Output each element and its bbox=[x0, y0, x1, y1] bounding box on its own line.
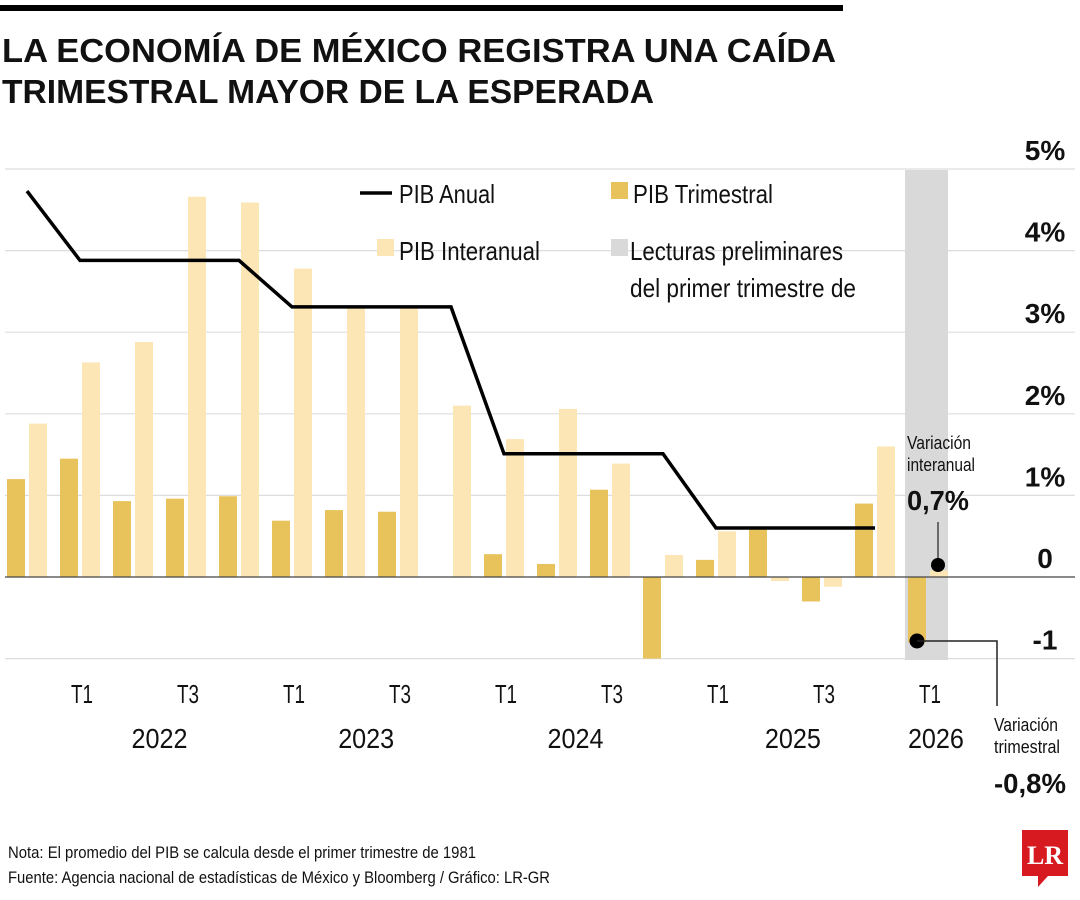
bar-pib-interanual bbox=[877, 446, 895, 577]
bar-pib-interanual bbox=[241, 202, 259, 577]
x-year-label: 2023 bbox=[338, 723, 394, 754]
annotation-interanual-label-2: interanual bbox=[907, 455, 975, 475]
annotation-trimestral-label-1: Variación bbox=[994, 715, 1058, 735]
bar-pib-interanual bbox=[718, 531, 736, 577]
bar-pib-trimestral bbox=[113, 501, 131, 577]
bar-pib-interanual bbox=[453, 405, 471, 577]
annotation-trimestral-label-2: trimestral bbox=[994, 737, 1060, 757]
pib-anual-line bbox=[25, 189, 875, 530]
bar-pib-trimestral bbox=[325, 510, 343, 577]
x-year-label: 2026 bbox=[908, 723, 964, 754]
annotation-trimestral-value: -0,8% bbox=[994, 768, 1066, 799]
bar-pib-trimestral bbox=[908, 577, 926, 643]
bar-pib-trimestral bbox=[802, 577, 820, 602]
bar-pib-interanual bbox=[665, 554, 683, 577]
y-tick-label: 5% bbox=[1025, 135, 1066, 166]
bar-pib-interanual bbox=[400, 308, 418, 577]
bar-pib-interanual bbox=[135, 341, 153, 577]
bar-pib-trimestral bbox=[590, 489, 608, 577]
top-rule bbox=[0, 5, 843, 11]
y-tick-label: 2% bbox=[1025, 380, 1066, 411]
bar-pib-trimestral bbox=[219, 496, 237, 577]
bar-pib-trimestral bbox=[855, 503, 873, 577]
x-tick-label: T1 bbox=[707, 679, 729, 709]
y-tick-label: 0 bbox=[1037, 543, 1053, 574]
legend-interanual-label: PIB Interanual bbox=[399, 236, 540, 266]
bar-pib-trimestral bbox=[484, 554, 502, 577]
x-tick-label: T1 bbox=[495, 679, 517, 709]
x-year-label: 2024 bbox=[548, 723, 604, 754]
x-tick-label: T3 bbox=[177, 679, 199, 709]
x-axis: T1 T3 T1 T3 T1 T3 T1 T3 T1 2022 2023 2024 2025 2026 bbox=[71, 679, 964, 754]
bar-pib-trimestral bbox=[749, 528, 767, 577]
x-tick-label: T3 bbox=[601, 679, 623, 709]
bar-pib-interanual bbox=[347, 308, 365, 577]
note-text: Nota: El promedio del PIB se calcula des… bbox=[8, 843, 476, 862]
title-line-1: LA ECONOMÍA DE MÉXICO REGISTRA UNA CAÍDA bbox=[2, 32, 836, 69]
bar-pib-interanual bbox=[506, 439, 524, 577]
x-tick-label: T1 bbox=[283, 679, 305, 709]
x-year-label: 2022 bbox=[132, 723, 188, 754]
bar-pib-trimestral bbox=[537, 563, 555, 577]
bar-pib-interanual bbox=[82, 362, 100, 577]
legend-interanual-swatch bbox=[377, 239, 394, 256]
grid bbox=[5, 168, 1075, 660]
annotation-interanual-value: 0,7% bbox=[907, 485, 969, 516]
x-tick-label: T3 bbox=[813, 679, 835, 709]
lr-logo: LR bbox=[1022, 830, 1068, 887]
bar-pib-interanual bbox=[930, 570, 948, 577]
legend-trimestral-swatch bbox=[611, 182, 628, 199]
bar-pib-interanual bbox=[612, 463, 630, 577]
bar-pib-trimestral bbox=[272, 520, 290, 577]
annotation-interanual-dot bbox=[931, 558, 945, 572]
bar-pib-interanual bbox=[188, 196, 206, 577]
bar-pib-trimestral bbox=[643, 577, 661, 659]
y-axis: 5% 4% 3% 2% 1% 0 -1 bbox=[1025, 135, 1066, 656]
source-text: Fuente: Agencia nacional de estadísticas… bbox=[8, 868, 550, 887]
bar-pib-trimestral bbox=[696, 559, 714, 577]
annotation-interanual-label-1: Variación bbox=[907, 433, 971, 453]
y-tick-label: -1 bbox=[1033, 625, 1058, 656]
bar-pib-interanual bbox=[559, 408, 577, 577]
bar-pib-interanual bbox=[294, 268, 312, 577]
bars bbox=[5, 196, 1075, 659]
legend-trimestral-label: PIB Trimestral bbox=[633, 179, 773, 209]
legend-preliminar-swatch bbox=[611, 239, 628, 256]
x-tick-label: T3 bbox=[389, 679, 411, 709]
logo-text: LR bbox=[1027, 841, 1063, 870]
legend: PIB Anual PIB Trimestral PIB Interanual … bbox=[360, 179, 856, 303]
annotation-interanual: Variación interanual 0,7% bbox=[907, 433, 975, 572]
legend-preliminar-label-2: del primer trimestre de bbox=[630, 273, 856, 303]
x-year-label: 2025 bbox=[765, 723, 821, 754]
x-tick-label: T1 bbox=[919, 679, 941, 709]
y-tick-label: 3% bbox=[1025, 298, 1066, 329]
title-line-2: TRIMESTRAL MAYOR DE LA ESPERADA bbox=[2, 73, 654, 110]
annotation-trimestral: Variación trimestral -0,8% bbox=[909, 633, 1066, 799]
annotation-trimestral-leader bbox=[917, 640, 998, 706]
y-tick-label: 1% bbox=[1025, 461, 1066, 492]
bar-pib-trimestral bbox=[60, 458, 78, 577]
bar-pib-trimestral bbox=[7, 479, 25, 577]
legend-preliminar-label-1: Lecturas preliminares bbox=[630, 236, 843, 266]
bar-pib-interanual bbox=[771, 577, 789, 582]
bar-pib-interanual bbox=[29, 423, 47, 577]
bar-pib-trimestral bbox=[378, 511, 396, 577]
bar-pib-interanual bbox=[824, 577, 842, 587]
legend-anual-label: PIB Anual bbox=[399, 179, 495, 209]
x-tick-label: T1 bbox=[71, 679, 93, 709]
y-tick-label: 4% bbox=[1025, 217, 1066, 248]
bar-pib-trimestral bbox=[166, 498, 184, 577]
